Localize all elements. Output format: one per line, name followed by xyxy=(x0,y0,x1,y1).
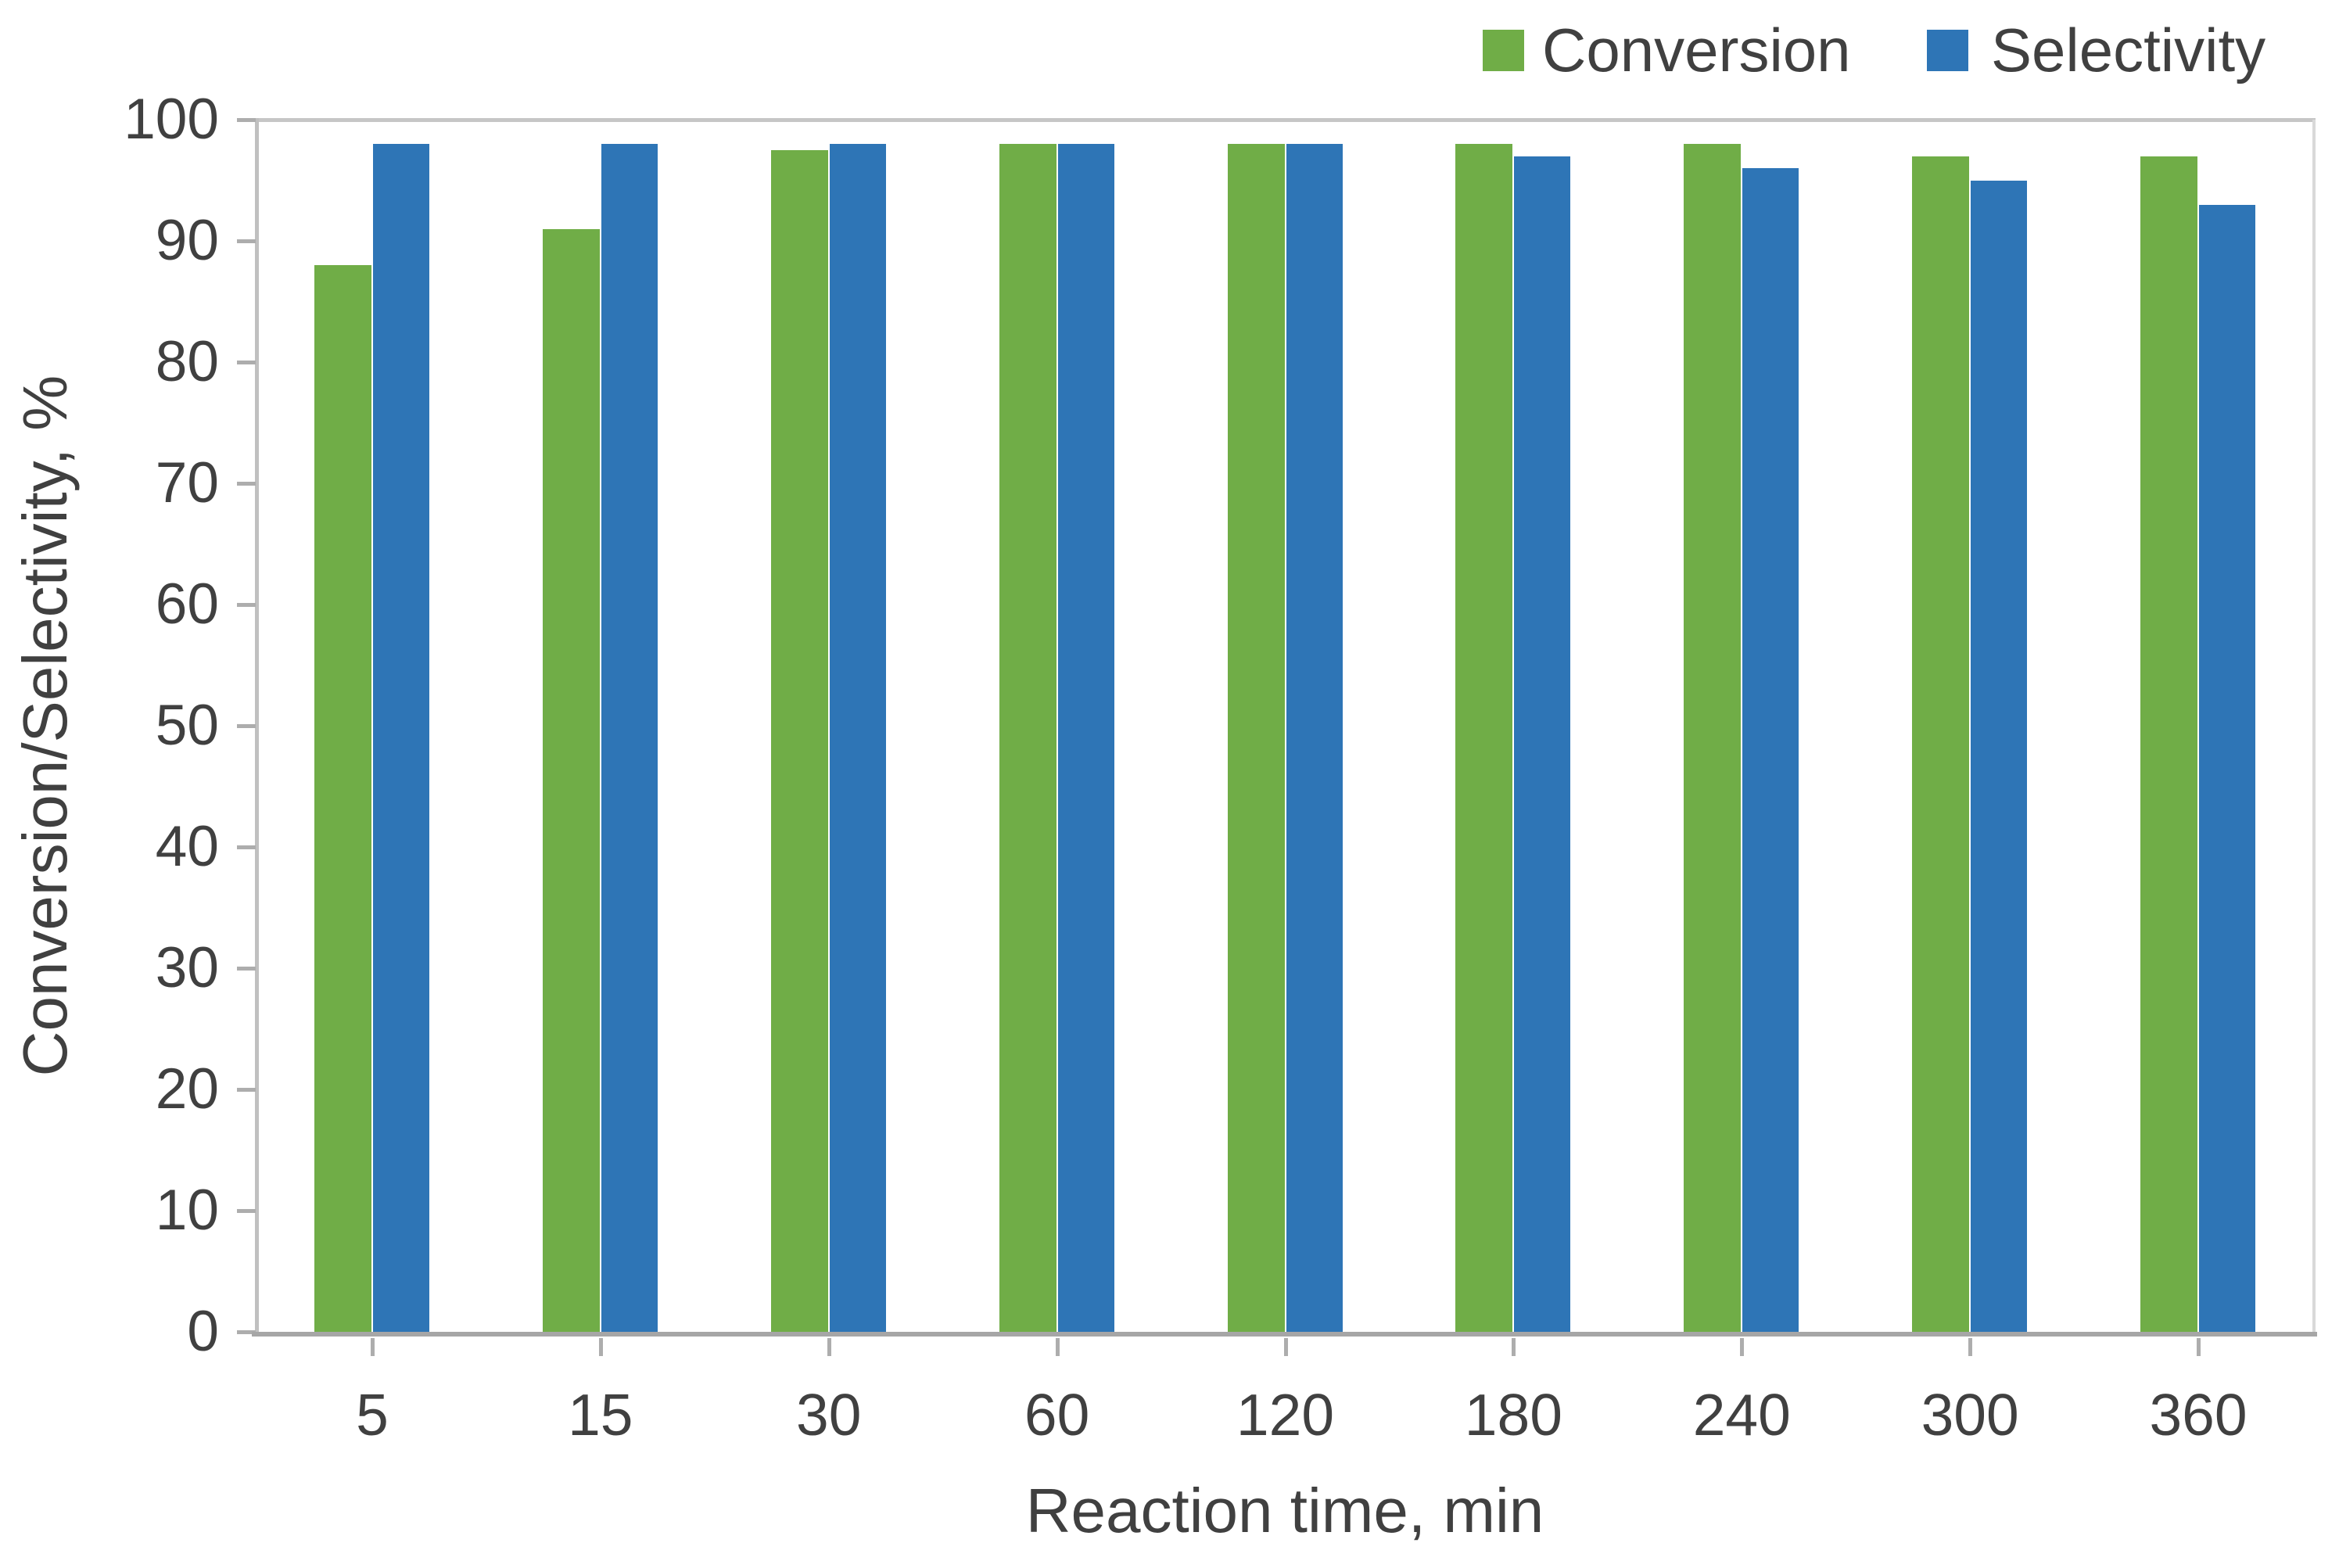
bar-conversion-15 xyxy=(542,228,600,1332)
y-tick-label-30: 30 xyxy=(155,936,219,999)
y-tick-90 xyxy=(237,239,256,243)
x-tick-240 xyxy=(1740,1338,1745,1356)
y-tick-0 xyxy=(237,1330,256,1334)
bar-selectivity-120 xyxy=(1286,144,1343,1332)
bar-conversion-240 xyxy=(1684,144,1742,1332)
x-tick-5 xyxy=(370,1338,375,1356)
y-tick-label-100: 100 xyxy=(124,88,219,151)
bar-selectivity-240 xyxy=(1742,168,1799,1332)
bar-conversion-180 xyxy=(1455,144,1513,1332)
x-tick-label-120: 120 xyxy=(1236,1382,1335,1448)
x-tick-label-30: 30 xyxy=(795,1382,862,1448)
y-tick-20 xyxy=(237,1088,256,1092)
bar-selectivity-60 xyxy=(1057,144,1114,1332)
y-tick-40 xyxy=(237,845,256,849)
y-tick-label-60: 60 xyxy=(155,572,219,636)
x-tick-label-5: 5 xyxy=(356,1382,389,1448)
bar-conversion-120 xyxy=(1227,144,1285,1332)
y-tick-label-80: 80 xyxy=(155,330,219,393)
x-tick-label-180: 180 xyxy=(1464,1382,1562,1448)
legend-label-selectivity: Selectivity xyxy=(1991,16,2266,84)
y-tick-50 xyxy=(237,724,256,728)
y-tick-label-40: 40 xyxy=(155,815,219,878)
y-tick-30 xyxy=(237,967,256,971)
bar-selectivity-300 xyxy=(1971,180,2028,1332)
x-tick-120 xyxy=(1283,1338,1288,1356)
x-tick-30 xyxy=(827,1338,831,1356)
bar-selectivity-360 xyxy=(2199,204,2256,1332)
y-tick-label-70: 70 xyxy=(155,451,219,515)
x-tick-label-60: 60 xyxy=(1024,1382,1090,1448)
gridline-100 xyxy=(258,118,2316,122)
x-tick-label-15: 15 xyxy=(568,1382,633,1448)
plot-right-border xyxy=(2312,120,2316,1332)
bar-conversion-360 xyxy=(2140,156,2198,1332)
bar-conversion-300 xyxy=(1912,156,1970,1332)
y-tick-label-0: 0 xyxy=(187,1300,219,1363)
x-tick-label-360: 360 xyxy=(2149,1382,2248,1448)
y-tick-100 xyxy=(237,118,256,122)
y-tick-label-10: 10 xyxy=(155,1179,219,1242)
y-tick-label-90: 90 xyxy=(155,209,219,272)
x-tick-15 xyxy=(598,1338,603,1356)
y-axis-line xyxy=(255,118,259,1337)
x-tick-180 xyxy=(1512,1338,1516,1356)
x-tick-label-240: 240 xyxy=(1692,1382,1791,1448)
legend-swatch-conversion xyxy=(1483,30,1524,71)
y-tick-70 xyxy=(237,482,256,486)
y-tick-60 xyxy=(237,603,256,607)
legend-label-conversion: Conversion xyxy=(1542,16,1851,84)
y-tick-80 xyxy=(237,361,256,364)
x-axis-line xyxy=(252,1332,2317,1337)
legend-swatch-selectivity xyxy=(1927,30,1968,71)
x-tick-300 xyxy=(1968,1338,1973,1356)
x-axis-title: Reaction time, min xyxy=(1025,1476,1544,1545)
bar-conversion-30 xyxy=(770,149,828,1332)
y-tick-label-20: 20 xyxy=(155,1057,219,1121)
bar-conversion-5 xyxy=(314,265,371,1332)
bar-selectivity-5 xyxy=(372,144,429,1332)
x-tick-360 xyxy=(2197,1338,2201,1356)
bar-selectivity-30 xyxy=(829,144,886,1332)
x-tick-label-300: 300 xyxy=(1921,1382,2019,1448)
x-tick-60 xyxy=(1055,1338,1060,1356)
y-tick-label-50: 50 xyxy=(155,694,219,757)
bar-conversion-60 xyxy=(999,144,1056,1332)
bar-selectivity-15 xyxy=(601,144,658,1332)
bar-selectivity-180 xyxy=(1514,156,1571,1332)
y-tick-10 xyxy=(237,1209,256,1213)
